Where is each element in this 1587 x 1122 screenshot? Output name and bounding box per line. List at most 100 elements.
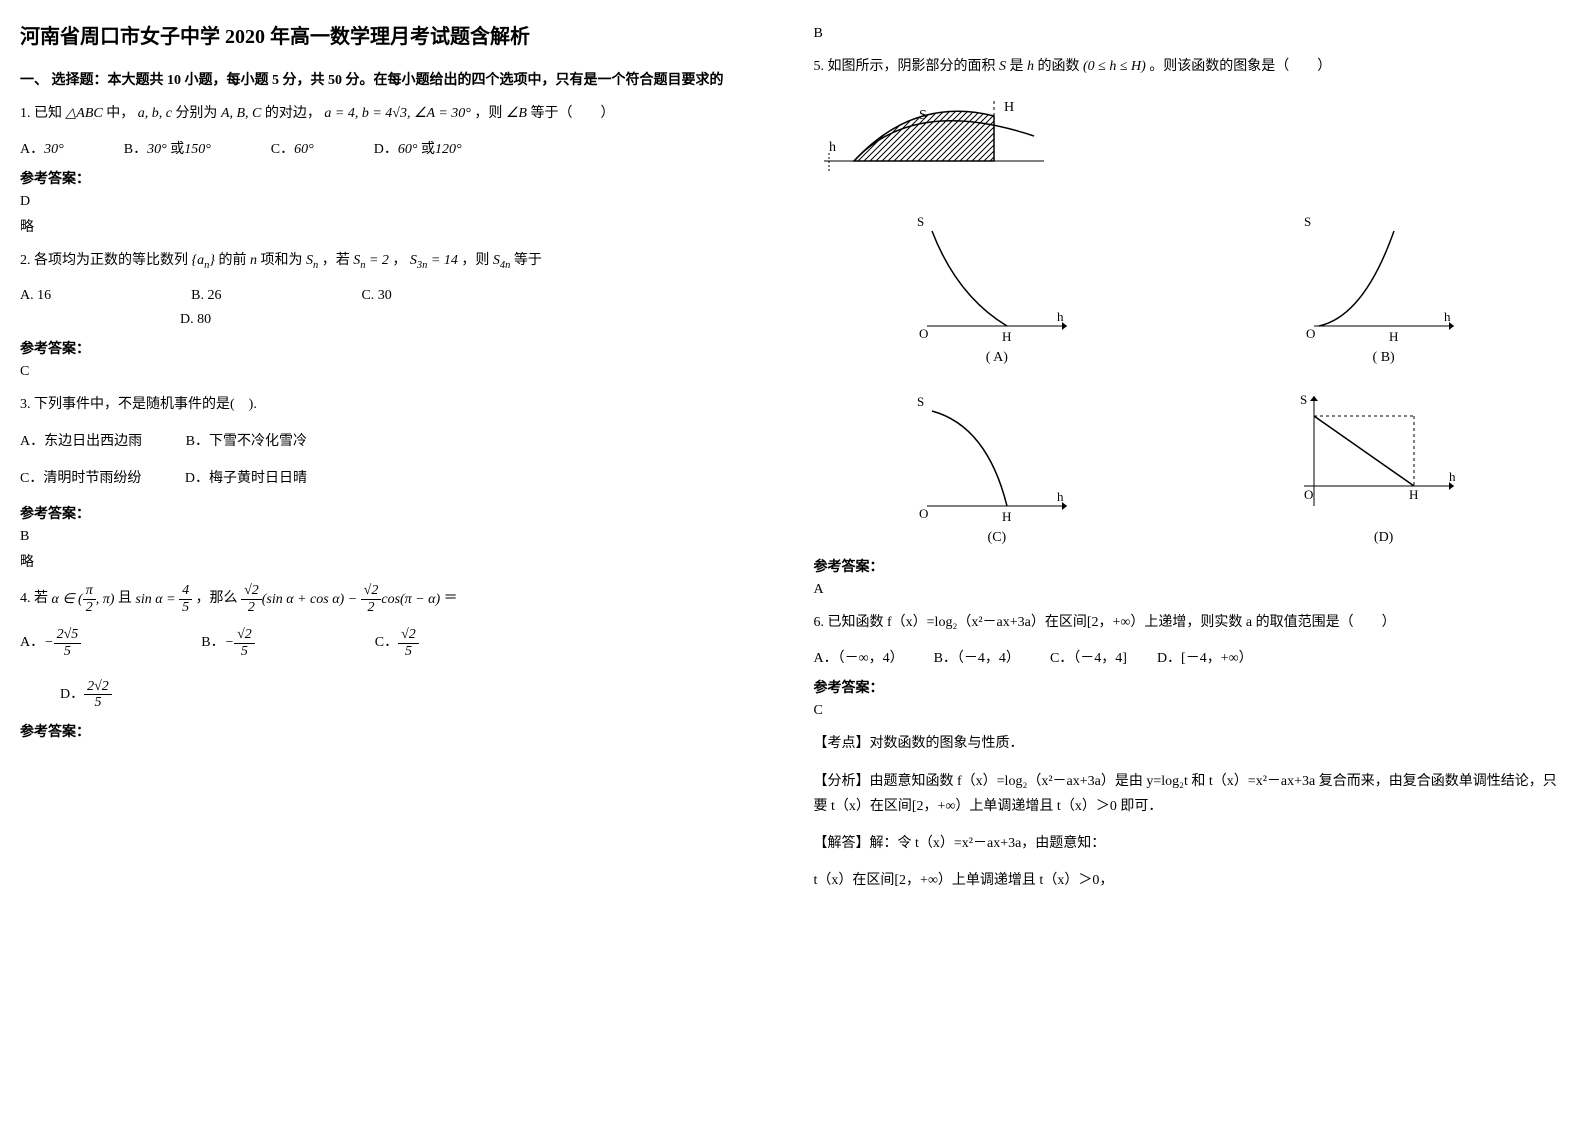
q1-mid2: 分别为	[175, 106, 217, 121]
q5-answer: A	[814, 582, 1568, 598]
axis-h-B: h	[1444, 309, 1451, 324]
axis-S-D: S	[1300, 392, 1307, 407]
axis-H-B: H	[1389, 329, 1398, 344]
top-S-label: S	[919, 108, 927, 123]
q1-triangle: △ABC	[66, 106, 103, 121]
q2-cond1: Sn = 2	[353, 253, 389, 268]
q4-optA: A．−2√55	[20, 627, 81, 659]
q6-line1: 【考点】对数函数的图象与性质．	[814, 731, 1568, 756]
q1-optC: C．60°	[271, 138, 314, 158]
q2-prefix: 2. 各项均为正数的等比数列	[20, 253, 188, 268]
question-4: 4. 若 α ∈ (π2, π) 且 sin α = 45 ，那么 √22(si…	[20, 583, 774, 615]
q6-answer: C	[814, 703, 1568, 719]
axis-O-C: O	[919, 506, 928, 521]
q5-range: (0 ≤ h ≤ H)	[1083, 59, 1146, 74]
q4-mid1: 且	[118, 592, 132, 607]
q6-line2: 【分析】由题意知函数 f（x）=log₂（x²－ax+3a）是由 y=log₂t…	[814, 769, 1568, 819]
q2-answer: C	[20, 364, 774, 380]
q3-optC: C．清明时节雨纷纷	[20, 471, 141, 486]
page-title: 河南省周口市女子中学 2020 年高一数学理月考试题含解析	[20, 20, 774, 49]
q4-options-row1: A．−2√55 B．−√25 C．√25	[20, 627, 774, 659]
q2-options-row1: A. 16 B. 26 C. 30	[20, 288, 774, 304]
q4-mid2: ，那么	[196, 592, 238, 607]
axis-H-C: H	[1002, 509, 1011, 524]
q5-prefix: 5. 如图所示，阴影部分的面积	[814, 59, 996, 74]
q2-mid5: ，则	[461, 253, 489, 268]
q2-optA: A. 16	[20, 288, 51, 304]
axis-h-C: h	[1057, 489, 1064, 504]
top-h-label: h	[829, 140, 836, 155]
q5-h: h	[1027, 59, 1034, 74]
q4-suffix: ＝	[444, 592, 458, 607]
axis-h-D: h	[1449, 469, 1456, 484]
q1-abc: a, b, c	[138, 106, 172, 121]
q3-row2: C．清明时节雨纷纷 D．梅子黄时日日晴	[20, 466, 774, 491]
q5-mid1: 是	[1010, 59, 1024, 74]
axis-H-D: H	[1409, 487, 1418, 502]
q1-ABC: A, B, C	[221, 106, 261, 121]
q3-optA: A．东边日出西边雨	[20, 434, 142, 449]
q4-expr: √22(sin α + cos α) − √22cos(π − α)	[241, 592, 440, 607]
question-6: 6. 已知函数 f（x）=log₂（x²－ax+3a）在区间[2，+∞）上递增，…	[814, 610, 1568, 635]
q2-mid4: ，	[392, 253, 406, 268]
q6-answer-label: 参考答案：	[814, 677, 1568, 697]
q6-optC: C．（－4，4]	[1050, 647, 1127, 667]
q3-answer: B	[20, 529, 774, 545]
q2-mid1: 的前	[218, 253, 246, 268]
q4-sin: sin α = 45	[135, 592, 192, 607]
q6-line4: t（x）在区间[2，+∞）上单调递增且 t（x）＞0，	[814, 868, 1568, 893]
q1-given: a = 4, b = 4√3, ∠A = 30°	[324, 106, 470, 121]
q1-optD: D．60° 或120°	[374, 138, 462, 158]
q5-optB-cell: S O h H ( B)	[1200, 206, 1567, 366]
q5-optA-cell: S O h H ( A)	[814, 206, 1181, 366]
top-H-label: H	[1004, 100, 1014, 115]
q5-labelD: (D)	[1200, 530, 1567, 546]
q2-optB: B. 26	[191, 288, 221, 304]
q6-optD: D．[－4，+∞）	[1157, 647, 1253, 667]
axis-h-A: h	[1057, 309, 1064, 324]
q6-optB: B．（－4，4）	[934, 647, 1020, 667]
q2-optC: C. 30	[361, 288, 391, 304]
question-1: 1. 已知 △ABC 中， a, b, c 分别为 A, B, C 的对边， a…	[20, 101, 774, 126]
q5-suffix: 。则该函数的图象是（ ）	[1149, 59, 1331, 74]
q2-S4n: S4n	[493, 253, 511, 268]
q1-options: A．30° B．30° 或150° C．60° D．60° 或120°	[20, 138, 774, 158]
q4-prefix: 4. 若	[20, 592, 48, 607]
q2-Sn: Sn	[306, 253, 318, 268]
q4-optB: B．−√25	[201, 627, 254, 659]
q5-labelC: (C)	[814, 530, 1181, 546]
q3-optD: D．梅子黄时日日晴	[185, 471, 307, 486]
section-heading: 一、 选择题：本大题共 10 小题，每小题 5 分，共 50 分。在每小题给出的…	[20, 69, 774, 89]
q3-optB: B．下雪不冷化雪冷	[186, 434, 307, 449]
q2-mid2: 项和为	[260, 253, 302, 268]
q3-answer-label: 参考答案：	[20, 503, 774, 523]
q6-options: A．（－∞，4） B．（－4，4） C．（－4，4] D．[－4，+∞）	[814, 647, 1568, 667]
q2-suffix: 等于	[514, 253, 542, 268]
q1-angleB: ∠B	[506, 106, 527, 121]
q1-mid3: 的对边，	[265, 106, 321, 121]
q1-answer: D	[20, 194, 774, 210]
q4-optC: C．√25	[375, 627, 419, 659]
q1-suffix: 等于（ ）	[530, 106, 614, 121]
q2-n: n	[250, 253, 257, 268]
q2-mid3: ，若	[322, 253, 350, 268]
q3-note: 略	[20, 551, 774, 571]
q1-mid1: 中，	[106, 106, 134, 121]
axis-H-A: H	[1002, 329, 1011, 344]
q5-labelB: ( B)	[1200, 350, 1567, 366]
axis-O-A: O	[919, 326, 928, 341]
axis-S-C: S	[917, 394, 924, 409]
q2-cond2: S3n = 14	[410, 253, 458, 268]
axis-O-B: O	[1306, 326, 1315, 341]
q1-optB: B．30° 或150°	[124, 138, 211, 158]
q5-optC-cell: S O h H (C)	[814, 386, 1181, 546]
q5-mid2: 的函数	[1038, 59, 1080, 74]
q5-top-diagram: S H h	[814, 91, 1568, 196]
question-3: 3. 下列事件中，不是随机事件的是( ).	[20, 392, 774, 417]
q5-answer-label: 参考答案：	[814, 556, 1568, 576]
q4-answer-label: 参考答案：	[20, 721, 774, 741]
axis-O-D: O	[1304, 487, 1313, 502]
q5-S: S	[999, 59, 1006, 74]
q4-optD: D．2√25	[60, 679, 774, 711]
q2-answer-label: 参考答案：	[20, 338, 774, 358]
